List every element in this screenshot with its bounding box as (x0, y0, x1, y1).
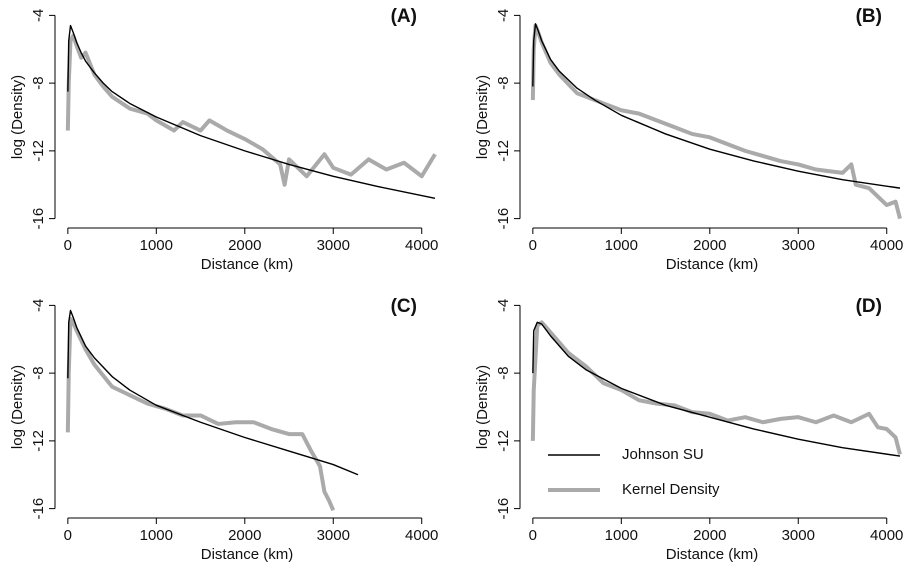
legend-label: Johnson SU (622, 446, 704, 463)
x-tick-label: 3000 (782, 527, 815, 544)
panel-title: (B) (856, 6, 882, 27)
panel-title: (A) (391, 6, 417, 27)
x-tick-label: 3000 (782, 237, 815, 254)
y-tick-label: -4 (30, 299, 47, 312)
x-tick-label: 2000 (228, 237, 261, 254)
x-tick-label: 4000 (870, 237, 903, 254)
series-line (530, 23, 902, 220)
x-tick-label: 2000 (693, 237, 726, 254)
x-tick-label: 1000 (605, 237, 638, 254)
x-tick-label: 4000 (405, 237, 438, 254)
y-tick-label: -12 (30, 430, 47, 452)
x-axis-label: Distance (km) (666, 546, 759, 563)
y-tick-label: -4 (495, 299, 512, 312)
y-tick-label: -12 (495, 430, 512, 452)
series-line (65, 33, 437, 187)
series-line (67, 24, 436, 199)
x-tick-label: 0 (64, 237, 72, 254)
y-axis-label: log (Density) (9, 365, 26, 449)
y-tick-label: -8 (495, 76, 512, 89)
y-tick-label: -12 (30, 140, 47, 162)
y-tick-label: -12 (495, 140, 512, 162)
x-axis-label: Distance (km) (201, 256, 294, 273)
x-tick-label: 3000 (317, 237, 350, 254)
y-tick-label: -16 (30, 208, 47, 230)
x-axis-label: Distance (km) (201, 546, 294, 563)
legend-label: Kernel Density (622, 481, 720, 498)
y-tick-label: -16 (30, 498, 47, 520)
y-axis-label: log (Density) (474, 365, 491, 449)
x-tick-label: 0 (529, 527, 537, 544)
series-line (530, 320, 902, 455)
series-line (67, 309, 359, 476)
y-tick-label: -8 (30, 76, 47, 89)
series-line (532, 23, 901, 189)
y-tick-label: -4 (30, 9, 47, 22)
x-tick-label: 1000 (140, 237, 173, 254)
y-tick-label: -8 (495, 366, 512, 379)
x-tick-label: 1000 (140, 527, 173, 544)
x-tick-label: 2000 (228, 527, 261, 544)
y-tick-label: -16 (495, 208, 512, 230)
panel-title: (D) (856, 296, 882, 317)
y-tick-label: -16 (495, 498, 512, 520)
x-tick-label: 4000 (870, 527, 903, 544)
y-tick-label: -8 (30, 366, 47, 379)
y-tick-label: -4 (495, 9, 512, 22)
x-axis-label: Distance (km) (666, 256, 759, 273)
x-tick-label: 0 (64, 527, 72, 544)
panel-title: (C) (391, 296, 417, 317)
x-tick-label: 1000 (605, 527, 638, 544)
series-line (532, 321, 901, 457)
x-tick-label: 2000 (693, 527, 726, 544)
x-tick-label: 4000 (405, 527, 438, 544)
series-line (65, 316, 336, 512)
y-axis-label: log (Density) (9, 75, 26, 159)
x-tick-label: 0 (529, 237, 537, 254)
x-tick-label: 3000 (317, 527, 350, 544)
y-axis-label: log (Density) (474, 75, 491, 159)
